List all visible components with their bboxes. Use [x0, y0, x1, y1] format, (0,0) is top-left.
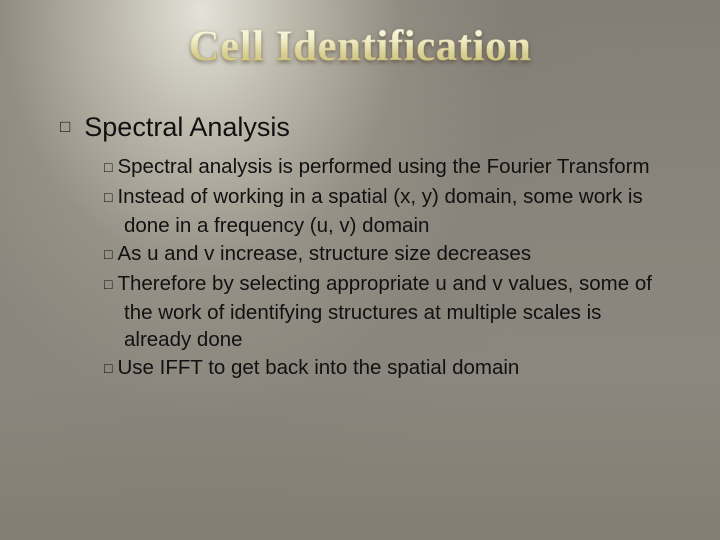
section-heading-row: □ Spectral Analysis — [60, 111, 672, 143]
bullet-level2: □ — [104, 246, 117, 262]
list-item-text: Use IFFT to get back into the spatial do… — [117, 356, 519, 379]
section-heading: Spectral Analysis — [84, 111, 290, 143]
bullet-level2: □ — [104, 159, 117, 175]
list-item-text: Therefore by selecting appropriate u and… — [117, 272, 651, 351]
bullet-level2: □ — [104, 189, 117, 205]
bullet-level2: □ — [104, 276, 117, 292]
list-item-text: Instead of working in a spatial (x, y) d… — [117, 185, 642, 237]
list-item: □Instead of working in a spatial (x, y) … — [104, 183, 672, 239]
bullet-level1: □ — [60, 111, 70, 143]
list-item: □Therefore by selecting appropriate u an… — [104, 270, 672, 353]
subpoints-container: □Spectral analysis is performed using th… — [104, 153, 672, 383]
list-item: □Spectral analysis is performed using th… — [104, 153, 672, 182]
slide: Cell Identification □ Spectral Analysis … — [0, 0, 720, 540]
bullet-level2: □ — [104, 360, 117, 376]
list-item-text: As u and v increase, structure size decr… — [117, 242, 531, 265]
list-item: □Use IFFT to get back into the spatial d… — [104, 354, 672, 383]
list-item: □As u and v increase, structure size dec… — [104, 240, 672, 269]
list-item-text: Spectral analysis is performed using the… — [117, 155, 649, 178]
slide-title: Cell Identification — [48, 22, 672, 71]
